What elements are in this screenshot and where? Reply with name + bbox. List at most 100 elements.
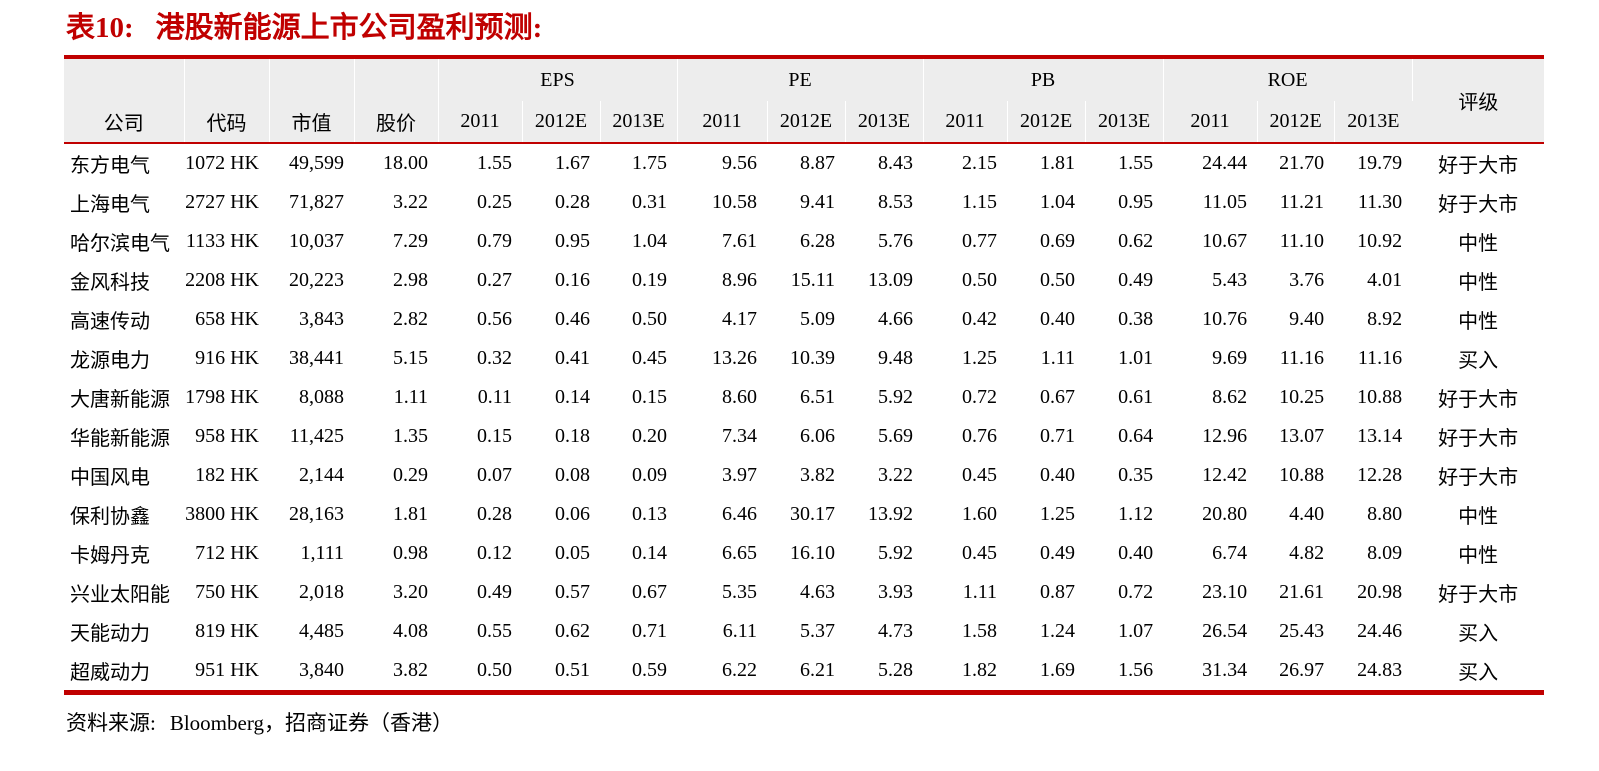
cell-eps-2012e: 0.41 — [522, 339, 600, 379]
cell-pb-2013e: 1.01 — [1085, 339, 1164, 379]
cell-roe-2011: 24.44 — [1163, 142, 1258, 184]
cell-rating: 好于大市 — [1412, 456, 1545, 496]
column-header-pb-2012e: 2012E — [1007, 101, 1086, 144]
cell-rating: 买入 — [1412, 651, 1545, 693]
cell-pe-2011: 7.34 — [677, 417, 768, 457]
cell-code: 916 HK — [184, 339, 269, 379]
cell-pb-2011: 0.77 — [923, 222, 1008, 262]
cell-pb-2013e: 0.61 — [1085, 378, 1164, 418]
group-header-pb: PB — [923, 57, 1164, 102]
cell-pe-2013e: 9.48 — [845, 339, 924, 379]
table-title-text: 港股新能源上市公司盈利预测: — [155, 12, 543, 44]
cell-eps-2013e: 0.45 — [600, 339, 678, 379]
column-header-roe-2011: 2011 — [1163, 101, 1258, 144]
cell-roe-2012e: 3.76 — [1257, 261, 1335, 301]
column-header-roe-2013e: 2013E — [1334, 101, 1413, 144]
cell-code: 1072 HK — [184, 142, 269, 184]
cell-eps-2012e: 0.28 — [522, 183, 600, 223]
cell-roe-2011: 10.67 — [1163, 222, 1258, 262]
source-label: 资料来源: — [66, 711, 156, 736]
cell-pe-2012e: 10.39 — [767, 339, 846, 379]
cell-eps-2011: 1.55 — [438, 142, 522, 184]
cell-roe-2011: 11.05 — [1163, 183, 1258, 223]
cell-price: 3.22 — [354, 183, 438, 223]
column-header-row: 公司 代码 市值 股价 2011 2012E 2013E 2011 2012E 2013E 2011… — [64, 101, 1544, 144]
cell-pb-2013e: 0.40 — [1085, 534, 1164, 574]
cell-roe-2013e: 8.92 — [1334, 300, 1413, 340]
cell-roe-2013e: 10.92 — [1334, 222, 1413, 262]
cell-roe-2011: 12.96 — [1163, 417, 1258, 457]
cell-eps-2012e: 0.08 — [522, 456, 600, 496]
cell-eps-2013e: 0.20 — [600, 417, 678, 457]
cell-code: 1798 HK — [184, 378, 269, 418]
cell-eps-2012e: 0.51 — [522, 651, 600, 693]
cell-company: 中国风电 — [64, 456, 184, 496]
group-header-eps: EPS — [438, 57, 678, 102]
cell-pb-2012e: 0.50 — [1007, 261, 1086, 301]
empty-header-cell — [269, 57, 355, 102]
column-header-eps-2012e: 2012E — [522, 101, 601, 144]
cell-eps-2013e: 1.75 — [600, 142, 678, 184]
cell-pb-2013e: 1.56 — [1085, 651, 1164, 693]
cell-roe-2013e: 12.28 — [1334, 456, 1413, 496]
source-note: 资料来源: Bloomberg，招商证券（香港） — [66, 707, 1544, 737]
cell-price: 1.35 — [354, 417, 438, 457]
table-section: 表10: 港股新能源上市公司盈利预测: EPS PE PB ROE 评级 公司 代码 市值 股价… — [64, 10, 1545, 737]
cell-roe-2012e: 11.21 — [1257, 183, 1335, 223]
cell-pe-2011: 10.58 — [677, 183, 768, 223]
cell-roe-2013e: 19.79 — [1334, 142, 1413, 184]
cell-market-cap: 3,843 — [269, 300, 354, 340]
cell-roe-2011: 12.42 — [1163, 456, 1258, 496]
cell-pe-2013e: 5.92 — [845, 378, 924, 418]
cell-pe-2012e: 6.21 — [767, 651, 846, 693]
cell-market-cap: 71,827 — [269, 183, 354, 223]
table-row: 华能新能源 958 HK 11,425 1.35 0.15 0.18 0.20 7.34 6.0… — [64, 417, 1545, 457]
cell-pb-2011: 0.50 — [923, 261, 1008, 301]
column-header-pe-2013e: 2013E — [845, 101, 924, 144]
cell-market-cap: 1,111 — [269, 534, 354, 574]
table-row: 大唐新能源 1798 HK 8,088 1.11 0.11 0.14 0.15 8.60 6.5… — [64, 378, 1545, 418]
rating-column-header: 评级 — [1412, 57, 1545, 144]
cell-company: 天能动力 — [64, 612, 184, 652]
cell-rating: 好于大市 — [1412, 417, 1545, 457]
cell-pe-2011: 4.17 — [677, 300, 768, 340]
cell-roe-2012e: 25.43 — [1257, 612, 1335, 652]
cell-eps-2012e: 0.06 — [522, 495, 600, 535]
empty-header-cell — [354, 57, 439, 102]
cell-eps-2012e: 0.46 — [522, 300, 600, 340]
cell-pe-2011: 8.96 — [677, 261, 768, 301]
cell-pe-2011: 6.22 — [677, 651, 768, 693]
cell-rating: 好于大市 — [1412, 378, 1545, 418]
cell-eps-2013e: 0.15 — [600, 378, 678, 418]
cell-pe-2013e: 13.92 — [845, 495, 924, 535]
cell-rating: 中性 — [1412, 534, 1545, 574]
cell-pe-2012e: 6.51 — [767, 378, 846, 418]
cell-market-cap: 49,599 — [269, 142, 354, 184]
cell-pb-2013e: 0.35 — [1085, 456, 1164, 496]
cell-market-cap: 28,163 — [269, 495, 354, 535]
cell-eps-2013e: 0.71 — [600, 612, 678, 652]
cell-pb-2013e: 1.12 — [1085, 495, 1164, 535]
cell-market-cap: 10,037 — [269, 222, 354, 262]
cell-company: 保利协鑫 — [64, 495, 184, 535]
cell-eps-2011: 0.12 — [438, 534, 522, 574]
cell-pe-2011: 13.26 — [677, 339, 768, 379]
cell-market-cap: 4,485 — [269, 612, 354, 652]
cell-price: 1.11 — [354, 378, 438, 418]
cell-company: 哈尔滨电气 — [64, 222, 184, 262]
cell-market-cap: 38,441 — [269, 339, 354, 379]
cell-market-cap: 20,223 — [269, 261, 354, 301]
table-row: 金风科技 2208 HK 20,223 2.98 0.27 0.16 0.19 8.96 15.… — [64, 261, 1545, 301]
cell-pb-2012e: 1.24 — [1007, 612, 1086, 652]
cell-rating: 买入 — [1412, 339, 1545, 379]
cell-price: 3.82 — [354, 651, 438, 693]
cell-eps-2013e: 0.67 — [600, 573, 678, 613]
cell-roe-2011: 9.69 — [1163, 339, 1258, 379]
cell-pb-2013e: 0.95 — [1085, 183, 1164, 223]
cell-roe-2012e: 10.88 — [1257, 456, 1335, 496]
cell-company: 卡姆丹克 — [64, 534, 184, 574]
cell-company: 金风科技 — [64, 261, 184, 301]
table-row: 卡姆丹克 712 HK 1,111 0.98 0.12 0.05 0.14 6.65 16.10… — [64, 534, 1545, 574]
table-header: EPS PE PB ROE 评级 公司 代码 市值 股价 2011 2012E 2013E 2011 2… — [64, 57, 1545, 144]
cell-price: 2.98 — [354, 261, 438, 301]
